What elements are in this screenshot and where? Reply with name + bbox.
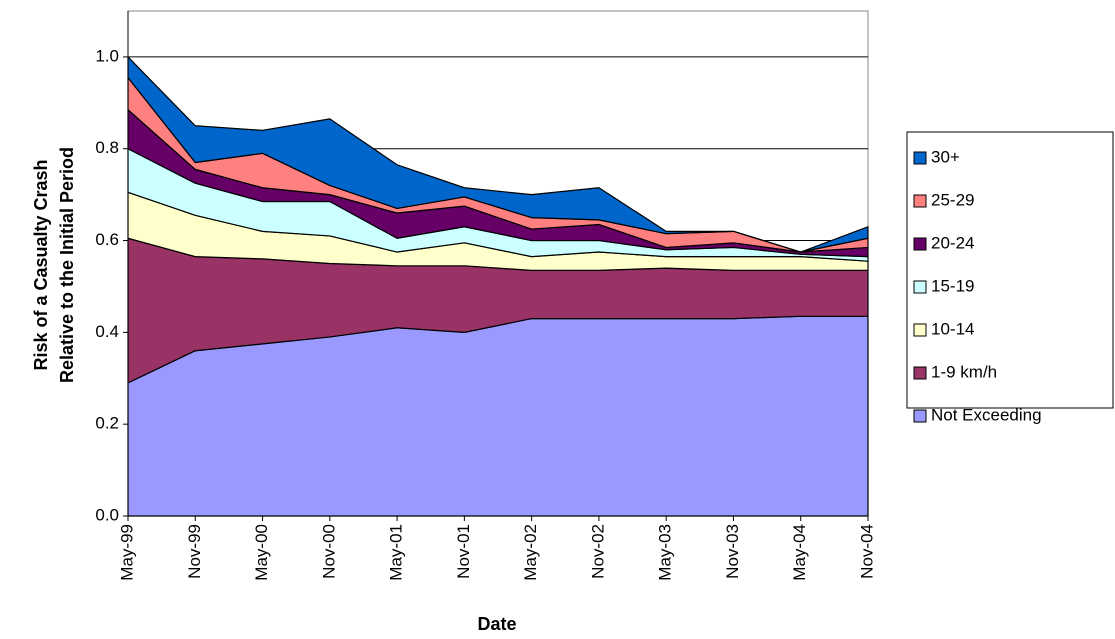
x-axis-title: Date [477, 614, 516, 634]
legend-swatch [913, 237, 927, 251]
legend-swatch [913, 280, 927, 294]
y-tick-label: 0.8 [95, 138, 119, 157]
y-axis-title: Relative to the Initial Period [57, 147, 77, 383]
x-tick-label: May-99 [117, 524, 136, 581]
x-tick-label: Nov-02 [588, 524, 607, 579]
x-tick-label: Nov-03 [723, 524, 742, 579]
legend-label: 30+ [931, 147, 960, 166]
x-tick-label: May-02 [521, 524, 540, 581]
area [127, 56, 869, 253]
y-tick-label: 0.0 [95, 505, 119, 524]
legend-box [906, 131, 1114, 409]
legend-label: 1-9 km/h [931, 362, 997, 381]
x-tick-label: May-00 [252, 524, 271, 581]
y-axis-title: Risk of a Casualty Crash [31, 159, 51, 370]
legend-swatch [913, 409, 927, 423]
legend-label: 20-24 [931, 233, 974, 252]
y-tick-label: 0.2 [95, 414, 119, 433]
legend-label: 15-19 [931, 276, 974, 295]
y-tick-label: 0.4 [95, 322, 119, 341]
legend-swatch [913, 366, 927, 380]
legend-swatch [913, 151, 927, 165]
y-tick-label: 1.0 [95, 46, 119, 65]
x-tick-label: Nov-99 [185, 524, 204, 579]
x-tick-label: Nov-00 [319, 524, 338, 579]
y-tick-label: 0.6 [95, 230, 119, 249]
legend-swatch [913, 323, 927, 337]
legend-label: 10-14 [931, 319, 974, 338]
legend-label: Not Exceeding [931, 405, 1042, 424]
x-tick-label: Nov-04 [857, 524, 876, 579]
x-tick-label: Nov-01 [454, 524, 473, 579]
x-tick-label: May-04 [790, 524, 809, 581]
legend-swatch [913, 194, 927, 208]
x-tick-label: May-03 [656, 524, 675, 581]
x-tick-label: May-01 [387, 524, 406, 581]
legend-label: 25-29 [931, 190, 974, 209]
